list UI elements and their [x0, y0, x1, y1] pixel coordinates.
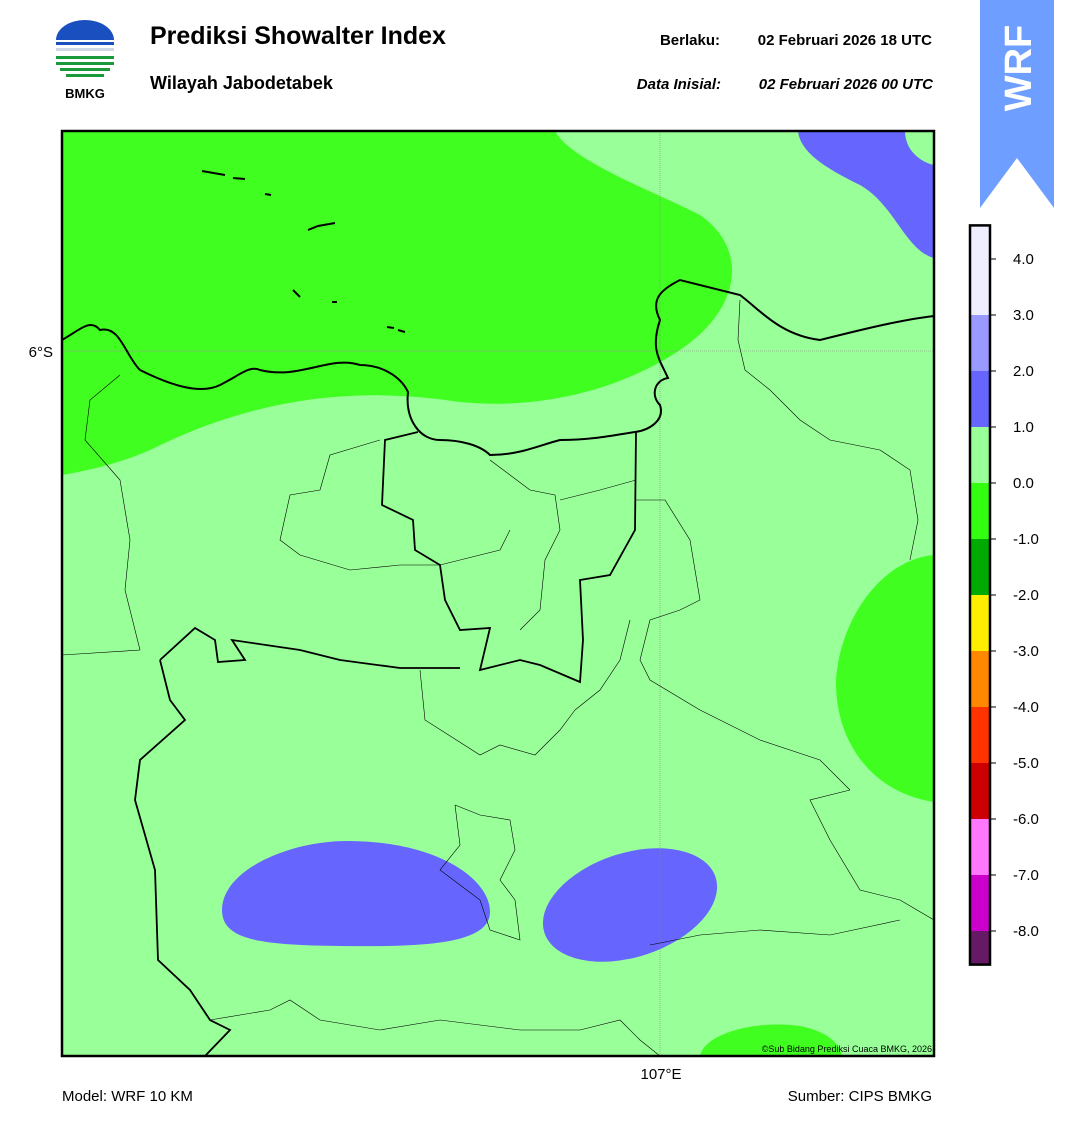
colorbar-tick-label: 1.0: [1013, 419, 1034, 436]
colorbar-box: [970, 483, 990, 539]
colorbar-box: [970, 707, 990, 763]
banner-text: WRF: [998, 25, 1040, 112]
copyright: ©Sub Bidang Prediksi Cuaca BMKG, 2026: [762, 1044, 932, 1054]
colorbar-tick-label: -2.0: [1013, 587, 1039, 604]
colorbar-box: [970, 875, 990, 931]
footer-model: Model: WRF 10 KM: [62, 1088, 193, 1105]
colorbar-tick-label: 4.0: [1013, 251, 1034, 268]
colorbar-tick-label: 0.0: [1013, 475, 1034, 492]
title: Prediksi Showalter Index: [150, 22, 446, 50]
colorbar-tick-label: -5.0: [1013, 755, 1039, 772]
lat-label: 6°S: [29, 344, 53, 361]
init-time: 02 Februari 2026 00 UTC: [759, 76, 934, 93]
colorbar: -8.0 -7.0 -6.0 -5.0 -4.0 -3.0 -2.0 -1.0 0.0 1.0 2.…: [968, 224, 1039, 966]
colorbar-box: [970, 225, 990, 315]
logo: BMKG: [56, 20, 114, 101]
banner: [980, 0, 1054, 208]
valid-label: Berlaku:: [660, 32, 720, 49]
colorbar-tick-label: -6.0: [1013, 811, 1039, 828]
colorbar-box: [970, 595, 990, 651]
colorbar-tick-label: -7.0: [1013, 867, 1039, 884]
colorbar-box: [970, 315, 990, 371]
colorbar-tick-label: -4.0: [1013, 699, 1039, 716]
colorbar-box: [970, 371, 990, 427]
map: [62, 131, 934, 1056]
footer-source: Sumber: CIPS BMKG: [788, 1088, 932, 1105]
colorbar-box: [970, 427, 990, 483]
colorbar-box: [970, 819, 990, 875]
lon-label: 107°E: [640, 1066, 681, 1083]
colorbar-box: [970, 763, 990, 819]
colorbar-tick-label: 2.0: [1013, 363, 1034, 380]
subtitle: Wilayah Jabodetabek: [150, 73, 334, 93]
map-frame: [60, 129, 936, 1058]
init-label: Data Inisial:: [637, 76, 721, 93]
colorbar-box: [970, 651, 990, 707]
colorbar-tick-label: -8.0: [1013, 923, 1039, 940]
logo-text: BMKG: [65, 86, 105, 101]
colorbar-tick-label: 3.0: [1013, 307, 1034, 324]
colorbar-tick-label: -3.0: [1013, 643, 1039, 660]
colorbar-box: [970, 539, 990, 595]
valid-time: 02 Februari 2026 18 UTC: [758, 32, 932, 49]
colorbar-box: [970, 931, 990, 965]
colorbar-tick-label: -1.0: [1013, 531, 1039, 548]
